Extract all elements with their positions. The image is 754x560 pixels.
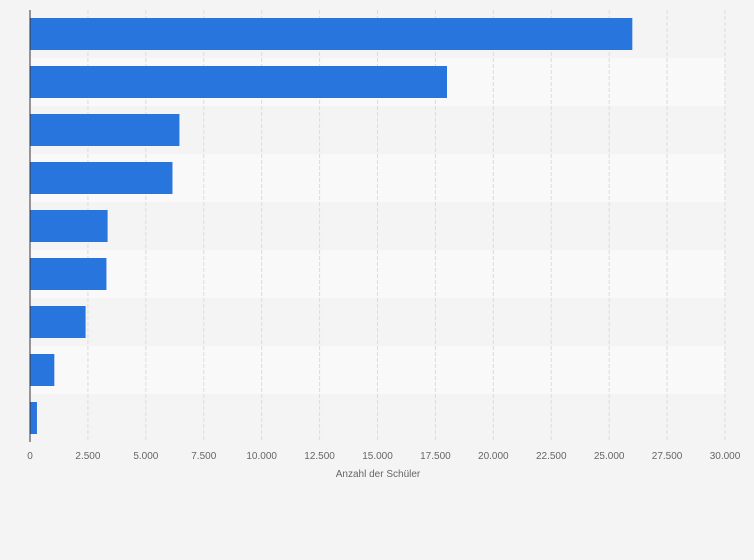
bar xyxy=(30,258,107,290)
bar xyxy=(30,66,447,98)
bar xyxy=(30,354,55,386)
x-tick-label: 17.500 xyxy=(420,451,451,462)
x-axis-title: Anzahl der Schüler xyxy=(336,469,421,480)
x-tick-label: 10.000 xyxy=(246,451,277,462)
bar xyxy=(30,114,180,146)
bar xyxy=(30,18,633,50)
x-tick-label: 25.000 xyxy=(594,451,625,462)
x-tick-label: 7.500 xyxy=(191,451,216,462)
x-tick-label: 12.500 xyxy=(304,451,335,462)
x-tick-label: 30.000 xyxy=(710,451,741,462)
bar xyxy=(30,210,108,242)
bar xyxy=(30,402,37,434)
x-tick-label: 27.500 xyxy=(652,451,683,462)
x-tick-label: 20.000 xyxy=(478,451,509,462)
bar xyxy=(30,162,173,194)
bar xyxy=(30,306,86,338)
x-tick-labels: 0 2.500 5.000 7.500 10.000 12.500 15.000 17.500… xyxy=(27,451,741,462)
x-tick-label: 22.500 xyxy=(536,451,567,462)
x-tick-label: 15.000 xyxy=(362,451,393,462)
bars xyxy=(30,18,633,434)
x-tick-label: 5.000 xyxy=(133,451,158,462)
x-tick-label: 0 xyxy=(27,451,33,462)
x-tick-label: 2.500 xyxy=(75,451,100,462)
